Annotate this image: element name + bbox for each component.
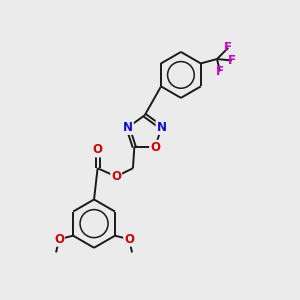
Text: O: O bbox=[93, 143, 103, 157]
Text: N: N bbox=[157, 121, 166, 134]
Text: N: N bbox=[123, 121, 133, 134]
Text: O: O bbox=[124, 233, 134, 246]
Text: F: F bbox=[216, 65, 224, 78]
Text: O: O bbox=[111, 170, 121, 183]
Text: F: F bbox=[228, 54, 236, 67]
Text: O: O bbox=[54, 233, 64, 246]
Text: O: O bbox=[150, 141, 160, 154]
Text: F: F bbox=[224, 41, 232, 54]
